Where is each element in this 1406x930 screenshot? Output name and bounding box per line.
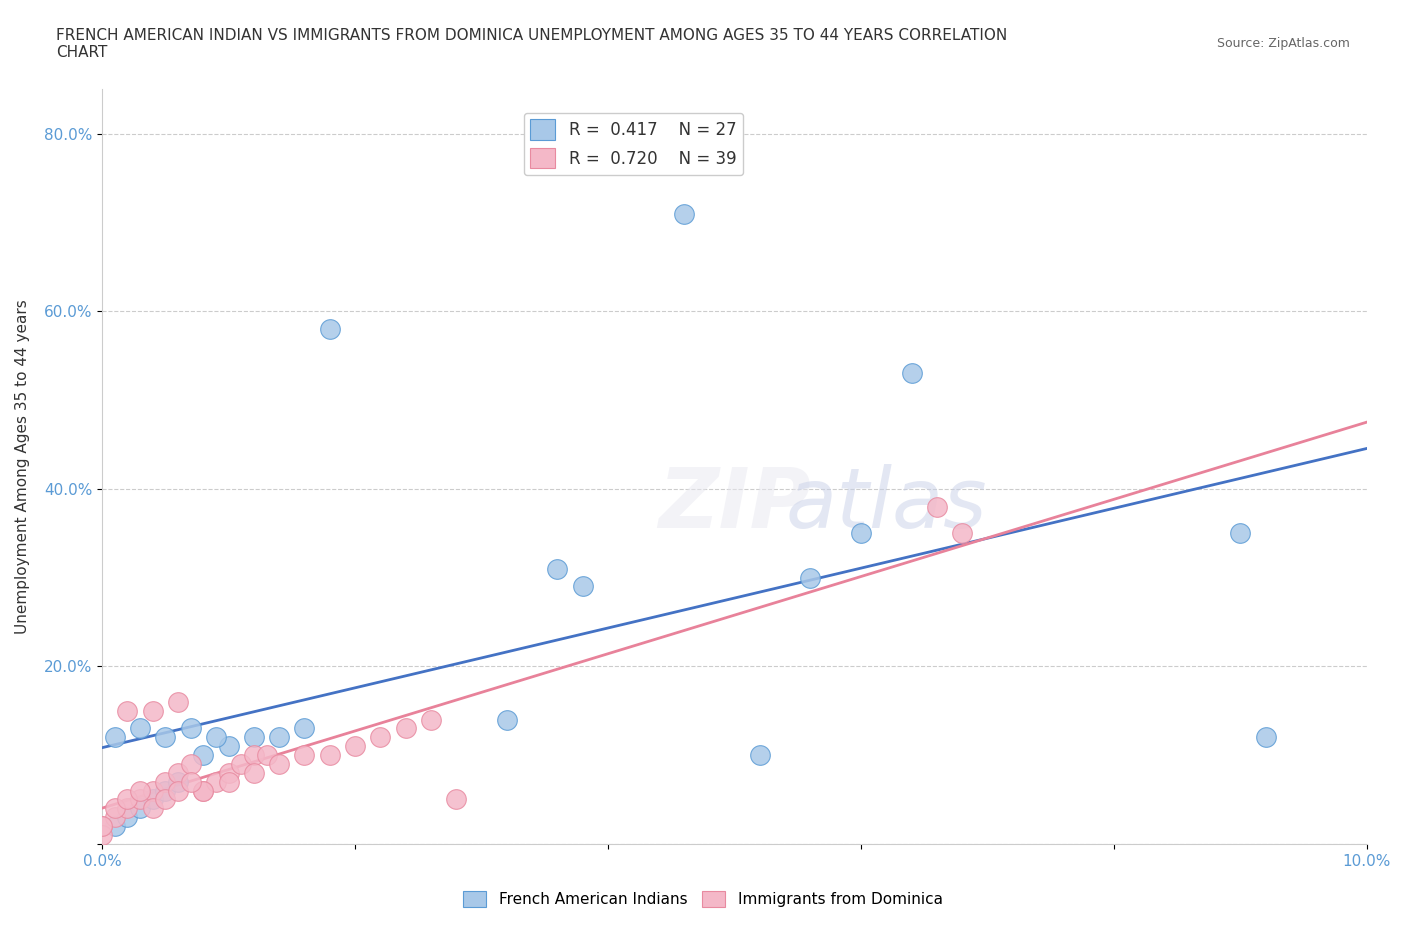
Point (104, 801, 127, 816)
Point (142, 783, 165, 798)
Point (1254, 730, 1277, 745)
Point (167, 765, 190, 780)
Point (925, 499, 948, 514)
Point (155, 783, 177, 798)
Point (319, 748, 342, 763)
Point (205, 730, 228, 745)
Point (269, 756, 291, 771)
Point (167, 783, 190, 798)
Point (193, 748, 215, 763)
Point (218, 774, 240, 789)
Point (104, 730, 127, 745)
Point (319, 322, 342, 337)
Text: atlas: atlas (786, 464, 987, 545)
Point (495, 712, 517, 727)
Point (91, 818, 114, 833)
Point (91, 818, 114, 833)
Point (370, 730, 392, 745)
Point (900, 366, 922, 381)
Legend: R =  0.417    N = 27, R =  0.720    N = 39: R = 0.417 N = 27, R = 0.720 N = 39 (523, 113, 742, 175)
Legend: French American Indians, Immigrants from Dominica: French American Indians, Immigrants from… (457, 884, 949, 913)
Point (104, 810, 127, 825)
Point (546, 561, 568, 576)
Point (104, 818, 127, 833)
Point (294, 721, 316, 736)
Point (142, 792, 165, 807)
Point (1229, 525, 1251, 540)
Point (444, 792, 467, 807)
Point (142, 801, 165, 816)
Point (129, 721, 152, 736)
Point (243, 765, 266, 780)
Point (344, 738, 367, 753)
Point (117, 703, 139, 718)
Point (117, 801, 139, 816)
Point (129, 801, 152, 816)
Point (180, 756, 202, 771)
Point (218, 738, 240, 753)
Point (155, 792, 177, 807)
Point (155, 774, 177, 789)
Point (193, 783, 215, 798)
Point (155, 730, 177, 745)
Point (294, 748, 316, 763)
Point (129, 783, 152, 798)
Point (748, 748, 770, 763)
Point (231, 756, 253, 771)
Point (269, 730, 291, 745)
Point (205, 774, 228, 789)
Point (419, 712, 441, 727)
Point (193, 783, 215, 798)
Point (167, 695, 190, 710)
Point (395, 721, 418, 736)
Text: ZIP: ZIP (658, 464, 811, 545)
Point (243, 748, 266, 763)
Point (142, 703, 165, 718)
Point (218, 765, 240, 780)
Point (799, 570, 821, 585)
Text: FRENCH AMERICAN INDIAN VS IMMIGRANTS FROM DOMINICA UNEMPLOYMENT AMONG AGES 35 TO: FRENCH AMERICAN INDIAN VS IMMIGRANTS FRO… (56, 28, 1008, 60)
Point (129, 792, 152, 807)
Point (180, 774, 202, 789)
Point (243, 730, 266, 745)
Point (180, 721, 202, 736)
Point (91, 828, 114, 843)
Point (672, 206, 695, 221)
Y-axis label: Unemployment Among Ages 35 to 44 years: Unemployment Among Ages 35 to 44 years (15, 299, 30, 634)
Point (849, 525, 872, 540)
Point (256, 748, 278, 763)
Point (117, 810, 139, 825)
Point (950, 525, 973, 540)
Point (167, 774, 190, 789)
Text: Source: ZipAtlas.com: Source: ZipAtlas.com (1216, 37, 1350, 50)
Point (571, 579, 593, 594)
Point (117, 792, 139, 807)
